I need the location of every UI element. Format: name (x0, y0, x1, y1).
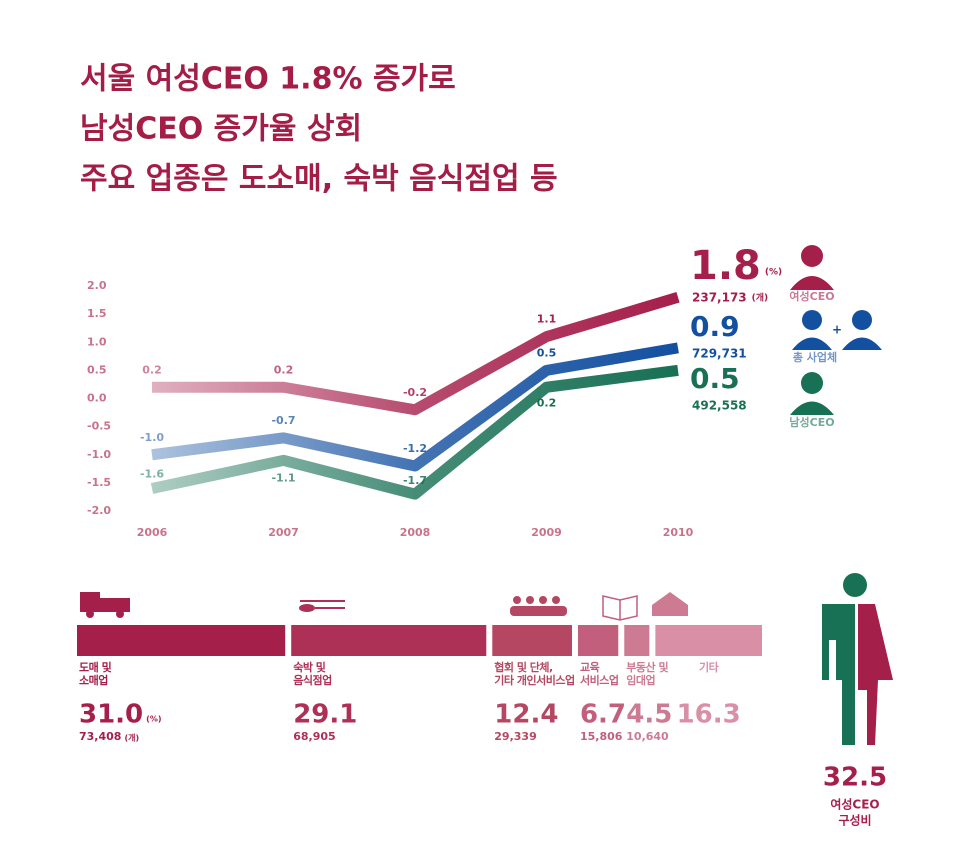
end-value-label: 1.8 (690, 243, 761, 289)
count-label: 73,408 (79, 730, 121, 743)
unit-label: (개) (752, 292, 769, 304)
legend-label: 여성CEO (789, 289, 834, 303)
people-icon (510, 596, 567, 616)
category-label: 협회 및 단체, (494, 660, 553, 674)
bar-segment (77, 625, 286, 656)
data-label: -1.1 (271, 471, 295, 484)
y-tick-label: -1.5 (87, 476, 111, 489)
y-tick-label: 2.0 (87, 279, 107, 292)
y-tick-label: 0.0 (87, 392, 107, 405)
share-caption: 구성비 (838, 813, 871, 828)
count-label: 15,806 (580, 730, 623, 743)
data-label: 0.2 (142, 363, 162, 376)
house-icon (652, 592, 688, 616)
category-label: 도매 및 (79, 660, 112, 674)
category-label: 교육 (580, 661, 600, 674)
male-icon (790, 372, 834, 415)
y-tick-label: -2.0 (87, 504, 111, 517)
count-label: 29,339 (494, 730, 536, 743)
value-label: 12.4 (494, 700, 558, 730)
data-label: 0.2 (274, 363, 294, 376)
x-tick-label: 2009 (531, 526, 562, 539)
utensil-icon (299, 600, 345, 612)
legend-label: 남성CEO (789, 415, 834, 429)
category-label: 임대업 (626, 673, 655, 687)
category-label: 숙박 및 (293, 660, 326, 674)
total-icon: + (792, 310, 882, 350)
female-icon (790, 245, 834, 290)
book-icon (602, 595, 638, 621)
y-tick-label: 0.5 (87, 363, 107, 376)
count-label: 492,558 (692, 399, 747, 413)
category-label: 기타 개인서비스업 (494, 673, 574, 687)
end-value-label: 0.5 (690, 362, 740, 395)
category-label: 음식점업 (293, 673, 331, 687)
bar-segment (291, 625, 487, 656)
data-label: 0.5 (537, 346, 557, 359)
count-label: 10,640 (626, 730, 669, 743)
data-label: -0.7 (271, 414, 295, 427)
data-label: -1.7 (403, 474, 427, 487)
bar-segment (577, 625, 619, 656)
series-line (150, 364, 679, 500)
data-label: -1.2 (403, 442, 427, 455)
value-label: 4.5 (626, 700, 672, 730)
svg-text:+: + (832, 323, 842, 337)
bar-segment (655, 625, 762, 656)
x-tick-label: 2006 (137, 526, 168, 539)
end-value-label: 0.9 (690, 310, 740, 343)
x-tick-label: 2010 (663, 526, 694, 539)
series-line (152, 291, 680, 416)
value-label: 16.3 (677, 700, 741, 730)
category-label: 기타 (699, 660, 720, 674)
count-label: 237,173 (692, 291, 747, 305)
title-line: 서울 여성CEO 1.8% 증가로 (80, 62, 456, 97)
title-line: 남성CEO 증가율 상회 (80, 112, 362, 147)
truck-icon (80, 592, 130, 618)
value-label: 6.7 (580, 700, 626, 730)
category-label: 부동산 및 (626, 660, 668, 674)
count-label: 68,905 (293, 730, 335, 743)
y-tick-label: -0.5 (87, 420, 111, 433)
title-line: 주요 업종은 도소매, 숙박 음식점업 등 (80, 162, 558, 197)
bar-segment (492, 625, 572, 656)
gender-figure (822, 573, 893, 745)
value-label: 29.1 (293, 700, 357, 730)
share-value: 32.5 (823, 763, 887, 793)
data-label: 1.1 (537, 313, 557, 326)
bar-segment (624, 625, 650, 656)
category-label: 소매업 (79, 673, 108, 687)
count-label: 729,731 (692, 347, 747, 361)
share-caption: 여성CEO (830, 797, 879, 812)
value-label: 31.0 (79, 700, 143, 730)
x-tick-label: 2007 (268, 526, 299, 539)
data-label: -0.2 (403, 386, 427, 399)
series-line (151, 342, 679, 472)
unit-label: (%) (765, 268, 782, 278)
y-tick-label: 1.5 (87, 307, 107, 320)
x-tick-label: 2008 (400, 526, 431, 539)
data-label: 0.2 (537, 396, 557, 409)
y-tick-label: 1.0 (87, 335, 107, 348)
category-label: 서비스업 (580, 673, 618, 687)
y-tick-label: -1.0 (87, 448, 111, 461)
unit-label: (%) (146, 715, 161, 724)
data-label: -1.0 (140, 431, 164, 444)
legend-label: 총 사업체 (793, 350, 837, 364)
data-label: -1.6 (140, 468, 164, 481)
unit-label: (개) (124, 733, 139, 743)
